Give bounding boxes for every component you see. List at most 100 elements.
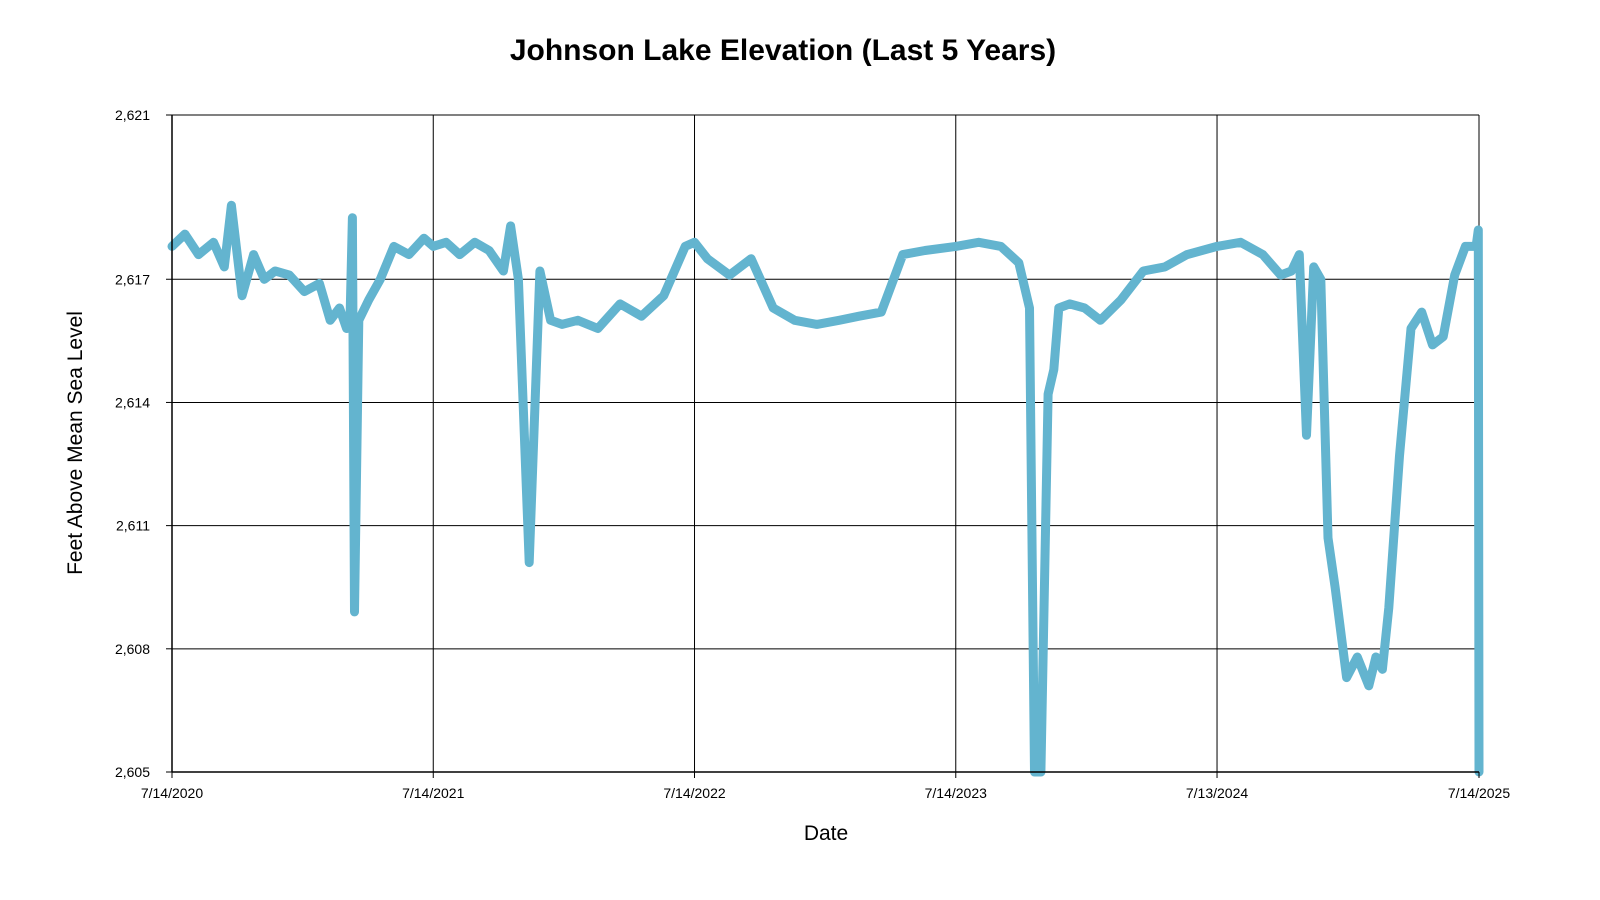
data-point (507, 222, 514, 229)
data-point (547, 317, 554, 324)
data-point (638, 313, 645, 320)
data-point (574, 317, 581, 324)
data-point (1066, 300, 1073, 307)
data-point (726, 272, 733, 279)
data-point (405, 251, 412, 258)
data-point (210, 239, 217, 246)
data-point (1354, 654, 1361, 661)
data-point (921, 247, 928, 254)
data-point (1418, 309, 1425, 316)
data-point (856, 313, 863, 320)
data-point (1372, 654, 1379, 661)
data-point (1288, 268, 1295, 275)
data-point (347, 309, 354, 316)
data-point (1408, 325, 1415, 332)
data-point (1332, 584, 1339, 591)
data-point (1050, 366, 1057, 373)
data-point (272, 268, 279, 275)
data-point (316, 280, 323, 287)
data-point (594, 325, 601, 332)
data-point (355, 317, 362, 324)
data-point (617, 300, 624, 307)
data-point (1214, 243, 1221, 250)
data-point (1026, 304, 1033, 311)
data-point (748, 255, 755, 262)
data-point (390, 243, 397, 250)
data-point (1045, 391, 1052, 398)
data-point (1140, 268, 1147, 275)
x-tick-label: 7/14/2022 (663, 785, 725, 801)
y-tick-label: 2,621 (115, 107, 150, 123)
data-point (1161, 263, 1168, 270)
data-point (443, 239, 450, 246)
data-point (952, 243, 959, 250)
data-point (1097, 317, 1104, 324)
data-point (221, 263, 228, 270)
data-point (770, 304, 777, 311)
axis-layer (171, 115, 1479, 773)
data-point (1324, 534, 1331, 541)
series-layer (167, 200, 1484, 777)
data-point (1451, 272, 1458, 279)
data-point (1440, 333, 1447, 340)
x-tick-label: 7/14/2021 (402, 785, 464, 801)
data-point (691, 239, 698, 246)
data-point (430, 243, 437, 250)
data-point (899, 251, 906, 258)
data-point (791, 317, 798, 324)
data-point (336, 304, 343, 311)
series-line (167, 200, 1484, 777)
data-point (420, 235, 427, 242)
data-point (351, 608, 358, 615)
data-point (660, 292, 667, 299)
data-point (377, 276, 384, 283)
data-point (1429, 341, 1436, 348)
data-point (261, 276, 268, 283)
data-point (1365, 682, 1372, 689)
data-point (1379, 666, 1386, 673)
data-point (1081, 304, 1088, 311)
data-point (1310, 263, 1317, 270)
data-point (515, 276, 522, 283)
data-point (1475, 226, 1482, 233)
data-point (1303, 432, 1310, 439)
data-point (1462, 243, 1469, 250)
data-point (975, 239, 982, 246)
x-tick-label: 7/14/2025 (1448, 785, 1510, 801)
data-point (486, 247, 493, 254)
data-point (239, 292, 246, 299)
data-point (343, 325, 350, 332)
x-tick-label: 7/14/2023 (925, 785, 987, 801)
data-point (536, 268, 543, 275)
data-point (1259, 251, 1266, 258)
data-point (836, 317, 843, 324)
data-point (181, 231, 188, 238)
data-point (471, 239, 478, 246)
data-point (349, 214, 356, 221)
data-point (1055, 304, 1062, 311)
y-tick-label: 2,608 (115, 641, 150, 657)
data-point (1237, 239, 1244, 246)
data-point (1343, 674, 1350, 681)
data-point (195, 251, 202, 258)
x-axis-label: Date (804, 822, 848, 845)
data-point (1385, 604, 1392, 611)
data-point (682, 243, 689, 250)
data-point (878, 309, 885, 316)
data-point (526, 559, 533, 566)
data-point (286, 272, 293, 279)
data-point (997, 243, 1004, 250)
y-tick-label: 2,614 (115, 394, 150, 410)
y-tick-label: 2,611 (116, 518, 150, 534)
data-point (1015, 259, 1022, 266)
y-tick-label: 2,605 (115, 764, 150, 780)
data-point (250, 251, 257, 258)
data-point (228, 202, 235, 209)
y-tick-label: 2,617 (115, 271, 150, 287)
x-tick-label: 7/14/2020 (141, 785, 203, 801)
data-point (456, 251, 463, 258)
data-point (365, 296, 372, 303)
data-point (500, 268, 507, 275)
